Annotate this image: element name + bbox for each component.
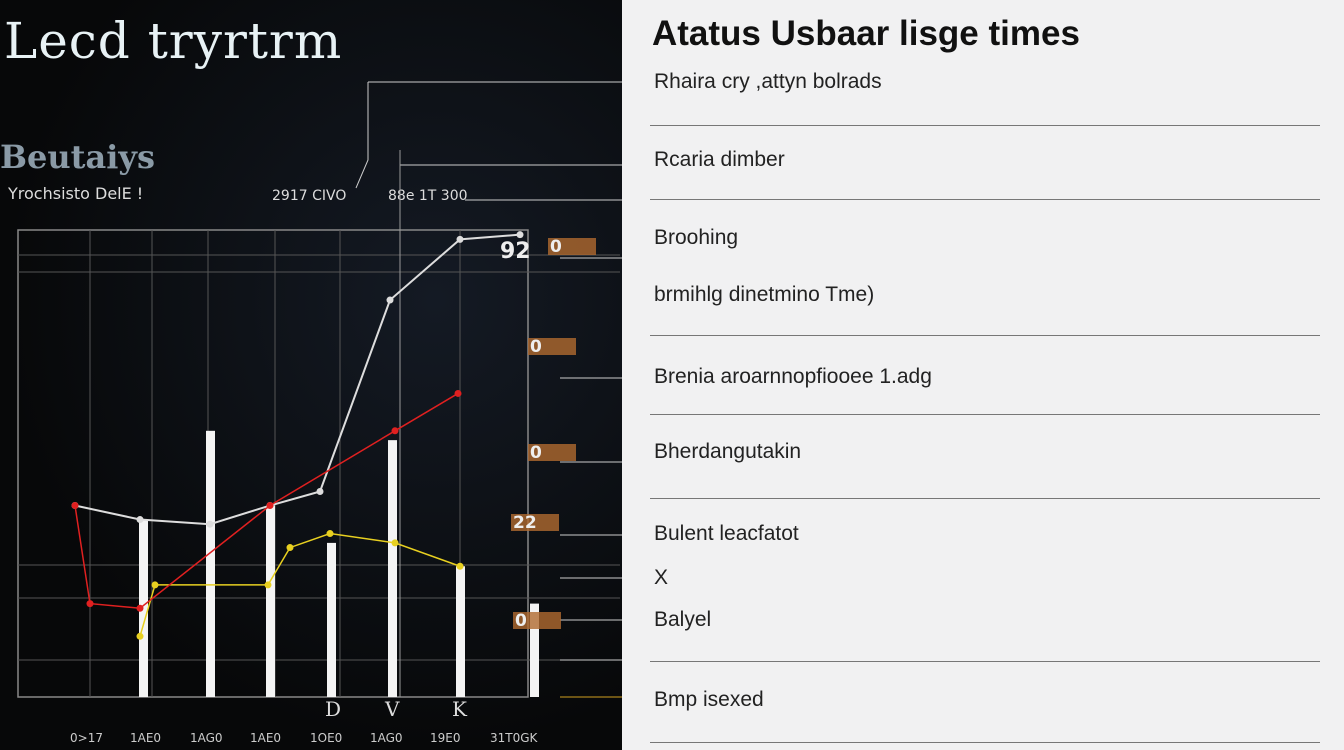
x-tick-label: 0>17 bbox=[70, 731, 103, 745]
value-label-box bbox=[511, 514, 559, 531]
legend-item: Bulent leacfatot bbox=[654, 522, 799, 545]
data-point bbox=[71, 502, 79, 510]
x-mark: D bbox=[325, 697, 341, 721]
x-tick-label: 1OE0 bbox=[310, 731, 342, 745]
value-label-box bbox=[548, 238, 596, 255]
x-tick-label: 1AE0 bbox=[130, 731, 161, 745]
data-point bbox=[151, 581, 159, 589]
data-point bbox=[454, 389, 462, 397]
legend-item: Brenia aroarnnopfiooee 1.adg bbox=[654, 365, 932, 388]
x-tick-label: 1AE0 bbox=[250, 731, 281, 745]
data-point bbox=[456, 235, 464, 243]
data-point bbox=[391, 539, 399, 547]
data-point bbox=[386, 296, 394, 304]
chart-title: Lecd tryrtrm bbox=[4, 12, 343, 70]
x-tick-label: 19E0 bbox=[430, 731, 461, 745]
data-point bbox=[286, 544, 294, 552]
divider bbox=[650, 498, 1320, 499]
bar bbox=[327, 542, 336, 697]
divider bbox=[650, 742, 1320, 743]
x-tick-label: 1AG0 bbox=[190, 731, 223, 745]
value-label: 92 bbox=[500, 239, 531, 264]
data-point bbox=[136, 632, 144, 640]
series-line bbox=[74, 233, 521, 526]
legend-item: Rcaria dimber bbox=[654, 148, 785, 171]
x-tick-label: 1AG0 bbox=[370, 731, 403, 745]
chart-caption: Yrochsisto DelE ! bbox=[8, 184, 144, 203]
data-point bbox=[391, 427, 399, 435]
divider bbox=[650, 661, 1320, 662]
legend-panel: Atatus Usbaar lisge times Rhaira cry ,at… bbox=[622, 0, 1344, 750]
data-point bbox=[326, 530, 334, 538]
x-mark: K bbox=[452, 697, 468, 721]
data-point bbox=[264, 581, 272, 589]
legend-item: brmihlg dinetmino Tme) bbox=[654, 283, 875, 306]
data-point bbox=[316, 488, 324, 496]
value-label: 0 bbox=[530, 337, 542, 357]
annotation: 2917 CIVO bbox=[272, 188, 347, 204]
divider bbox=[650, 414, 1320, 415]
bar bbox=[388, 440, 397, 697]
data-point bbox=[206, 520, 214, 528]
legend-item: Balyel bbox=[654, 608, 712, 631]
value-label: 0 bbox=[530, 443, 542, 463]
data-point bbox=[86, 600, 94, 608]
x-tick-label: 31T0GK bbox=[490, 731, 539, 745]
leader-line bbox=[355, 82, 369, 189]
legend-title: Atatus Usbaar lisge times bbox=[652, 14, 1080, 53]
legend-item: Bherdangutakin bbox=[654, 440, 802, 463]
divider bbox=[650, 335, 1320, 336]
legend-item: X bbox=[654, 566, 669, 589]
divider bbox=[650, 199, 1320, 200]
chart-panel: Lecd tryrtrm Beutaiys Yrochsisto DelE ! … bbox=[0, 0, 622, 750]
x-mark: V bbox=[384, 697, 400, 721]
legend-item: Rhaira cry ,attyn bolrads bbox=[654, 70, 882, 93]
value-label: 0 bbox=[550, 237, 562, 257]
value-label-box bbox=[528, 338, 576, 355]
value-label-box bbox=[528, 444, 576, 461]
chart-svg: 92 0 0 22 0 0 D V K 0>17 1AE0 1AG0 1AE0 1OE0 1AG0 19E0 3… bbox=[17, 81, 622, 745]
bar bbox=[206, 430, 215, 697]
series-line bbox=[74, 392, 459, 610]
legend-item: Bmp isexed bbox=[654, 688, 764, 711]
bar bbox=[266, 505, 275, 697]
bar bbox=[530, 603, 539, 697]
bar bbox=[456, 566, 465, 697]
value-label: 22 bbox=[513, 513, 537, 533]
chart-subtitle: Beutaiys bbox=[0, 138, 155, 176]
data-point bbox=[516, 231, 524, 239]
series-line bbox=[139, 532, 461, 637]
divider bbox=[650, 125, 1320, 126]
legend-item: Broohing bbox=[654, 226, 739, 249]
value-label-box bbox=[513, 612, 561, 629]
annotation: 88e 1T 300 bbox=[388, 188, 468, 204]
value-label: 0 bbox=[515, 611, 527, 631]
data-point bbox=[456, 562, 464, 570]
data-point bbox=[266, 502, 274, 510]
data-point bbox=[136, 516, 144, 524]
data-point bbox=[136, 604, 144, 612]
